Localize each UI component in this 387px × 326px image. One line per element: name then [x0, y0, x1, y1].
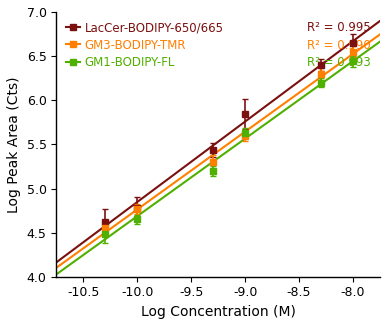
Text: R² = 0.995: R² = 0.995 — [307, 22, 370, 34]
X-axis label: Log Concentration (M): Log Concentration (M) — [141, 305, 296, 319]
Legend: LacCer-BODIPY-650/665, GM3-BODIPY-TMR, GM1-BODIPY-FL: LacCer-BODIPY-650/665, GM3-BODIPY-TMR, G… — [62, 18, 227, 72]
Text: R² = 0.993: R² = 0.993 — [307, 56, 370, 69]
Y-axis label: Log Peak Area (Cts): Log Peak Area (Cts) — [7, 76, 21, 213]
Text: R² = 0.990: R² = 0.990 — [307, 38, 370, 52]
